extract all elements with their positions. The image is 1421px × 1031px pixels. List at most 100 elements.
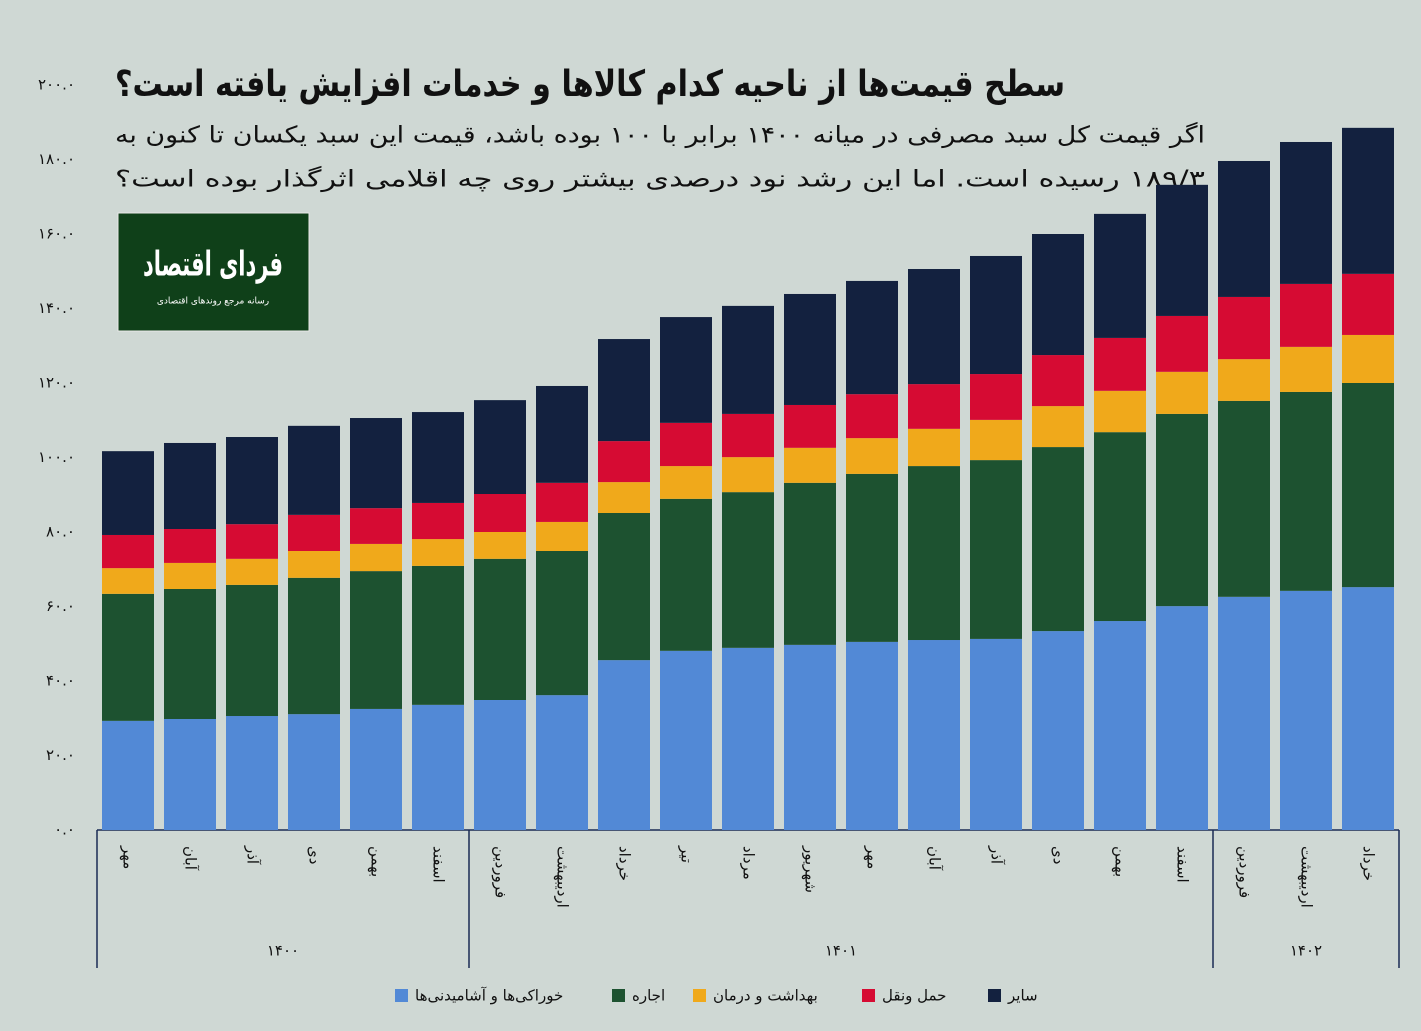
bar-segment <box>1342 127 1394 274</box>
bar-segment <box>412 704 464 830</box>
bar-segment <box>908 640 960 830</box>
bar-segment <box>536 695 588 830</box>
bar-segment <box>164 562 216 589</box>
bar-segment <box>784 293 836 405</box>
bar-segment <box>102 451 154 535</box>
bar-segment <box>970 638 1022 830</box>
bar-segment <box>226 558 278 585</box>
x-tick-label: دی <box>306 846 324 864</box>
bar-segment <box>536 385 588 483</box>
bar-segment <box>1280 391 1332 591</box>
legend-swatch <box>862 989 875 1002</box>
bar-segment <box>660 317 712 423</box>
bar-segment <box>970 419 1022 461</box>
group-label: ۱۴۰۰ <box>267 942 299 960</box>
x-tick-label: آبان <box>182 846 200 871</box>
bar-segment <box>288 425 340 515</box>
bar-segment <box>660 498 712 651</box>
bar-segment <box>1032 234 1084 356</box>
bar-segment <box>1218 596 1270 830</box>
bar-segment <box>288 714 340 830</box>
x-tick-label: مرداد <box>740 846 758 880</box>
bar-segment <box>846 641 898 830</box>
bar-segment <box>1094 621 1146 830</box>
y-tick-label: ۴۰.۰ <box>46 672 75 690</box>
legend-label: حمل ونقل <box>882 987 946 1005</box>
bar-segment <box>288 514 340 551</box>
bar-segment <box>288 550 340 578</box>
logo: فردای اقتصاد رسانه مرجع روندهای اقتصادی <box>117 212 310 332</box>
bar-segment <box>226 437 278 525</box>
legend-label: سایر <box>1007 987 1038 1005</box>
bar-segment <box>598 482 650 514</box>
x-tick-label: مهر <box>120 845 138 869</box>
bar-segment <box>226 716 278 830</box>
bar-segment <box>1032 355 1084 407</box>
bar-segment <box>1032 631 1084 830</box>
bar-segment <box>412 539 464 566</box>
x-tick-label: بهمن <box>368 846 386 877</box>
y-tick-label: ۱۶۰.۰ <box>38 225 75 243</box>
bar-segment <box>908 269 960 385</box>
bar-segment <box>1094 432 1146 622</box>
x-tick-label: اسفند <box>1174 846 1192 883</box>
bar-segment <box>350 508 402 544</box>
x-tick-label: اردیبهشت <box>1298 846 1316 908</box>
legend-label: خوراکی‌ها و آشامیدنی‌ها <box>415 987 563 1005</box>
bar-segment <box>1156 371 1208 414</box>
y-tick-label: ۰.۰ <box>54 821 75 839</box>
x-tick-label: اردیبهشت <box>554 846 572 908</box>
bar-segment <box>1156 413 1208 607</box>
x-tick-label: فروردین <box>492 846 510 898</box>
legend-label: اجاره <box>632 987 665 1005</box>
bar-segment <box>660 422 712 467</box>
x-tick-label: اسفند <box>430 846 448 883</box>
group-label: ۱۴۰۲ <box>1290 942 1322 960</box>
legend-swatch <box>988 989 1001 1002</box>
x-tick-label: مهر <box>864 845 882 869</box>
bar-segment <box>970 460 1022 639</box>
bar-segment <box>722 305 774 414</box>
x-tick-label: دی <box>1050 846 1068 864</box>
bar-segment <box>1280 590 1332 830</box>
legend-swatch <box>693 989 706 1002</box>
legend-label: بهداشت و درمان <box>713 987 818 1005</box>
bar-segment <box>226 524 278 559</box>
x-tick-label: آذر <box>988 845 1006 865</box>
bar-segment <box>846 280 898 395</box>
bar-segment <box>722 647 774 830</box>
group-label: ۱۴۰۱ <box>825 942 857 960</box>
bar-segment <box>908 428 960 467</box>
bar-segment <box>846 473 898 642</box>
y-tick-label: ۱۲۰.۰ <box>38 374 75 392</box>
bar-segment <box>102 593 154 721</box>
legend-swatch <box>612 989 625 1002</box>
bar-segment <box>722 413 774 458</box>
bar-segment <box>474 494 526 532</box>
bar-segment <box>1342 273 1394 335</box>
bar-segment <box>784 404 836 448</box>
bar-segment <box>1280 141 1332 284</box>
bar-segment <box>660 650 712 830</box>
bar-segment <box>1156 184 1208 316</box>
bar-segment <box>1094 337 1146 391</box>
bar-segment <box>536 550 588 696</box>
bar-segment <box>1156 606 1208 830</box>
bar-segment <box>1032 406 1084 448</box>
bar-segment <box>536 482 588 522</box>
bar-segment <box>164 529 216 563</box>
bar-segment <box>474 699 526 830</box>
y-tick-label: ۱۸۰.۰ <box>38 150 75 168</box>
x-tick-label: خرداد <box>616 846 634 881</box>
bar-segment <box>1218 160 1270 297</box>
bar-segment <box>350 708 402 830</box>
bar-segment <box>908 466 960 641</box>
legend-swatch <box>395 989 408 1002</box>
bar-segment <box>536 521 588 551</box>
y-tick-label: ۶۰.۰ <box>46 597 75 615</box>
bar-segment <box>474 558 526 700</box>
y-tick-label: ۱۰۰.۰ <box>38 448 75 466</box>
bar-segment <box>1218 359 1270 401</box>
bar-segment <box>1342 587 1394 830</box>
